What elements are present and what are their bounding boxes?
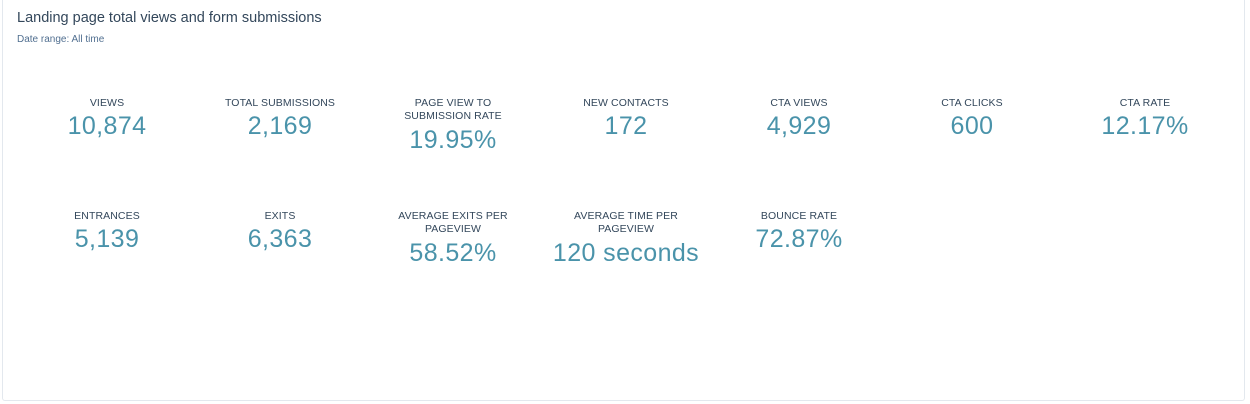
metric-value: 600 bbox=[950, 111, 994, 140]
metric-label: ENTRANCES bbox=[74, 210, 140, 222]
metric-exits: EXITS 6,363 bbox=[192, 210, 368, 253]
metric-bounce-rate: BOUNCE RATE 72.87% bbox=[711, 210, 887, 253]
metric-value: 120 seconds bbox=[552, 239, 700, 267]
metric-entrances: ENTRANCES 5,139 bbox=[19, 210, 195, 253]
metric-label: AVERAGE TIME PER PAGEVIEW bbox=[574, 210, 678, 235]
metric-label: BOUNCE RATE bbox=[760, 210, 838, 222]
metric-views: VIEWS 10,874 bbox=[19, 97, 195, 140]
metric-value: 19.95% bbox=[409, 126, 497, 154]
date-range-label: Date range: All time bbox=[17, 34, 105, 45]
metric-cta-clicks: CTA CLICKS 600 bbox=[884, 97, 1060, 140]
metric-page-view-to-submission-rate: PAGE VIEW TO SUBMISSION RATE 19.95% bbox=[365, 97, 541, 154]
metric-label: VIEWS bbox=[89, 97, 125, 109]
metric-value: 58.52% bbox=[409, 239, 497, 267]
metric-new-contacts: NEW CONTACTS 172 bbox=[538, 97, 714, 140]
metric-value: 2,169 bbox=[247, 111, 313, 140]
metric-value: 12.17% bbox=[1101, 111, 1189, 140]
metric-cta-rate: CTA RATE 12.17% bbox=[1057, 97, 1233, 140]
metric-total-submissions: TOTAL SUBMISSIONS 2,169 bbox=[192, 97, 368, 140]
metric-label: CTA CLICKS bbox=[941, 97, 1003, 109]
metric-cta-views: CTA VIEWS 4,929 bbox=[711, 97, 887, 140]
metric-label: EXITS bbox=[264, 210, 296, 222]
metric-value: 5,139 bbox=[74, 224, 140, 253]
metric-label: AVERAGE EXITS PER PAGEVIEW bbox=[398, 210, 508, 235]
metric-value: 6,363 bbox=[247, 224, 313, 253]
metric-value: 4,929 bbox=[766, 111, 832, 140]
metric-value: 72.87% bbox=[755, 224, 843, 253]
metric-label: CTA VIEWS bbox=[770, 97, 828, 109]
metric-label: NEW CONTACTS bbox=[583, 97, 669, 109]
metric-label: CTA RATE bbox=[1119, 97, 1171, 109]
metric-label: TOTAL SUBMISSIONS bbox=[224, 97, 336, 109]
metric-label: PAGE VIEW TO SUBMISSION RATE bbox=[404, 97, 502, 122]
metric-average-exits-per-pageview: AVERAGE EXITS PER PAGEVIEW 58.52% bbox=[365, 210, 541, 267]
metric-average-time-per-pageview: AVERAGE TIME PER PAGEVIEW 120 seconds bbox=[538, 210, 714, 267]
metric-value: 10,874 bbox=[67, 111, 147, 140]
report-title: Landing page total views and form submis… bbox=[17, 10, 322, 26]
metric-value: 172 bbox=[604, 111, 648, 140]
